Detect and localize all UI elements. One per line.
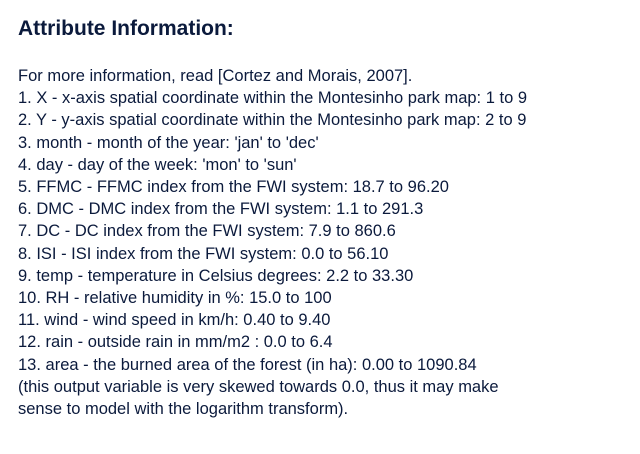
section-heading: Attribute Information:: [18, 17, 234, 40]
attribute-line-isi: 8. ISI - ISI index from the FWI system: …: [18, 244, 389, 263]
attribute-line-temp: 9. temp - temperature in Celsius degrees…: [18, 266, 414, 285]
intro-line: For more information, read [Cortez and M…: [18, 67, 413, 85]
document-page: Attribute Information: For more informat…: [18, 14, 634, 420]
attribute-line-area: 13. area - the burned area of the forest…: [18, 355, 477, 374]
attribute-line-rh: 10. RH - relative humidity in %: 15.0 to…: [18, 289, 332, 308]
attribute-line-ffmc: 5. FFMC - FFMC index from the FWI system…: [18, 178, 449, 197]
attribute-line-x: 1. X - x-axis spatial coordinate within …: [18, 89, 528, 108]
attribute-line-rain: 12. rain - outside rain in mm/m2 : 0.0 t…: [18, 333, 333, 352]
note-line-2: sense to model with the logarithm transf…: [18, 400, 349, 419]
attribute-line-month: 3. month - month of the year: 'jan' to '…: [18, 133, 319, 152]
attribute-list: For more information, read [Cortez and M…: [18, 65, 634, 420]
attribute-line-y: 2. Y - y-axis spatial coordinate within …: [18, 111, 527, 130]
attribute-line-dc: 7. DC - DC index from the FWI system: 7.…: [18, 222, 396, 241]
note-line-1: (this output variable is very skewed tow…: [18, 377, 499, 396]
attribute-line-wind: 11. wind - wind speed in km/h: 0.40 to 9…: [18, 311, 331, 330]
attribute-line-day: 4. day - day of the week: 'mon' to 'sun': [18, 155, 297, 174]
attribute-line-dmc: 6. DMC - DMC index from the FWI system: …: [18, 200, 424, 219]
